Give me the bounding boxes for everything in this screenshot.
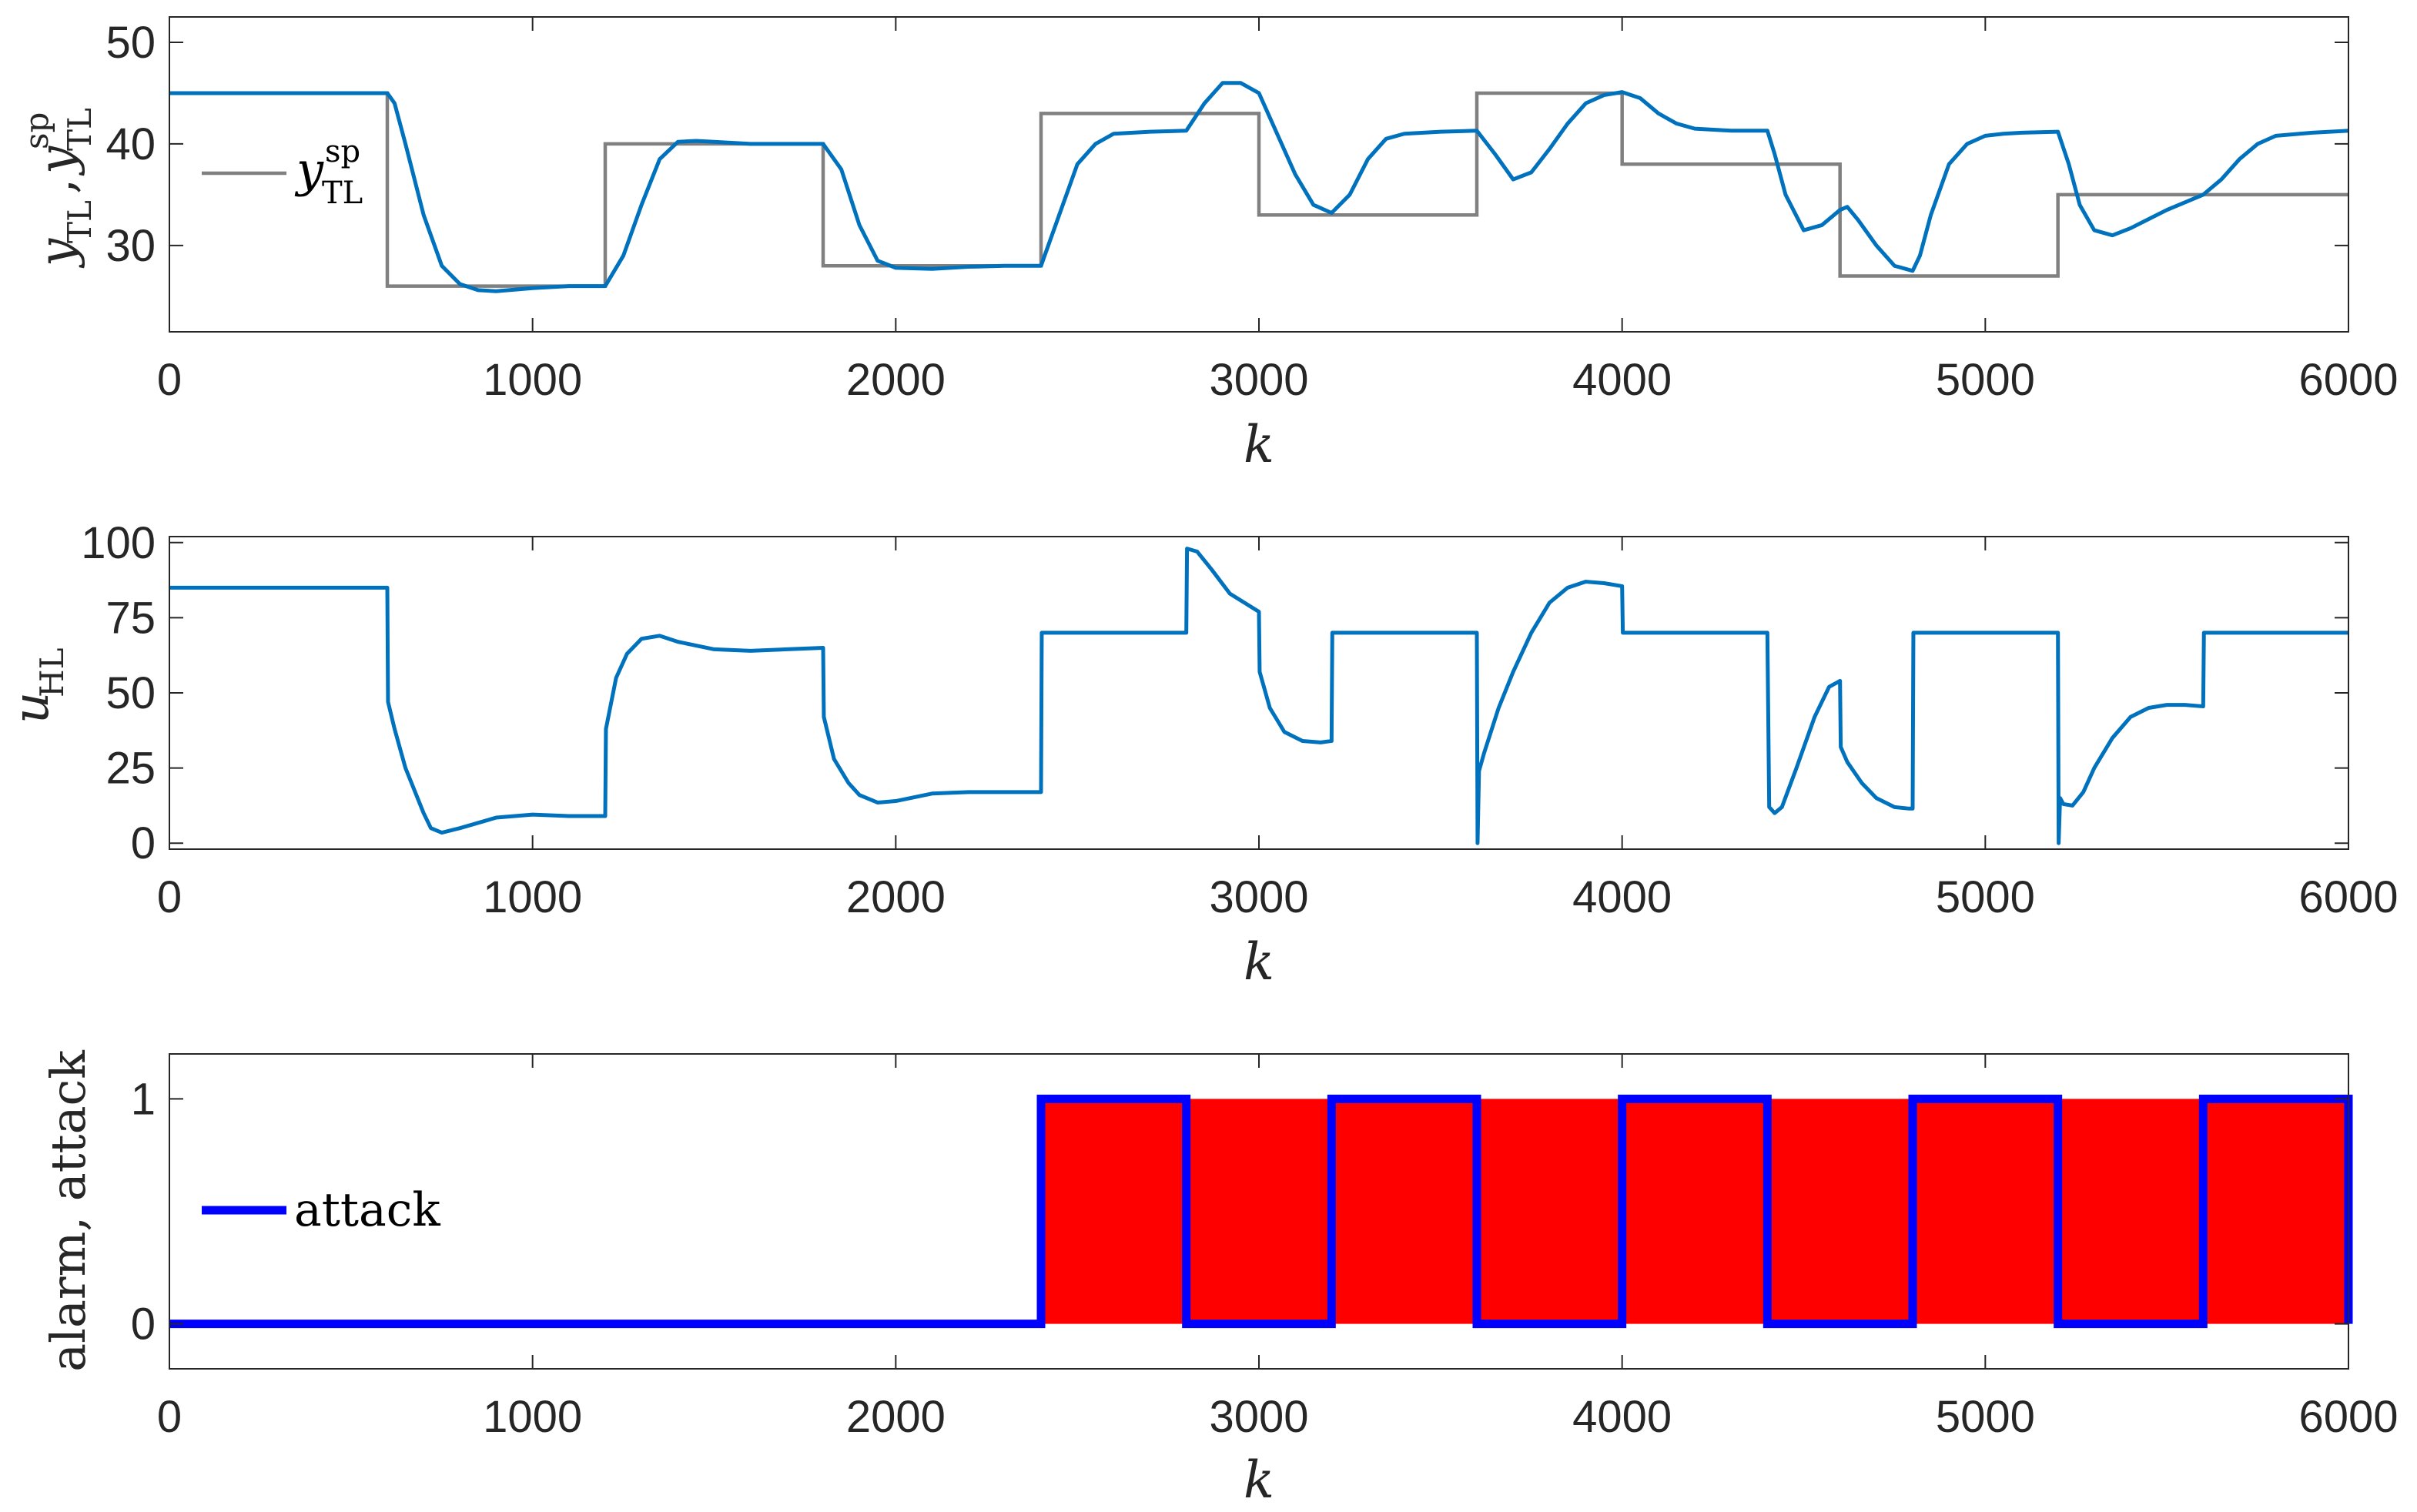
middle-xtick-label: 3000: [1209, 872, 1308, 922]
top-xtick-label: 4000: [1572, 355, 1672, 405]
series-output-line: [169, 81, 2348, 293]
middle-xtick-label: 4000: [1572, 872, 1672, 922]
bottom-xtick-label: 5000: [1936, 1392, 2035, 1442]
panel-middle: 0 1000 2000 3000 4000 5000 6000 0 25 50 75 100 k uHL: [3, 518, 2399, 992]
series-setpoint-line: [169, 91, 2348, 288]
bottom-xtick-label: 0: [157, 1392, 182, 1442]
top-ylabel-comma: ,: [29, 179, 86, 194]
middle-ytick-label: 50: [105, 668, 156, 718]
top-ylabel-sub1: TL: [61, 200, 99, 243]
top-xtick-label: 6000: [2298, 355, 2398, 405]
top-plot-area: [169, 81, 2348, 293]
bottom-ylabel: alarm, attack: [40, 1050, 96, 1372]
top-ylabel-y1: y: [29, 238, 86, 269]
middle-xlabel: k: [1244, 932, 1274, 992]
middle-ylabel-sub: HL: [33, 647, 71, 697]
top-xlabel: k: [1244, 415, 1274, 474]
legend-setpoint-sup: sp: [325, 134, 360, 169]
middle-xtick-label: 1000: [483, 872, 582, 922]
middle-xtick-label: 5000: [1936, 872, 2035, 922]
top-xtick-label: 1000: [483, 355, 582, 405]
middle-ylabel: uHL: [3, 647, 71, 724]
middle-ytick-label: 25: [105, 744, 156, 794]
series-control-line: [169, 547, 2348, 845]
bottom-ytick-label: 0: [131, 1300, 156, 1350]
top-xtick-label: 5000: [1936, 355, 2035, 405]
top-ylabel-sup2: sp: [18, 112, 55, 149]
bottom-xtick-label: 4000: [1572, 1392, 1672, 1442]
legend-setpoint-sub: TL: [322, 176, 363, 211]
bottom-xlabel: k: [1244, 1450, 1274, 1510]
middle-xtick-label: 6000: [2298, 872, 2398, 922]
series-alarm-area: [169, 1099, 2348, 1324]
top-ytick-label: 50: [105, 18, 156, 68]
top-ylabel-sub2: TL: [61, 108, 99, 151]
middle-ytick-label: 75: [105, 593, 156, 643]
bottom-xtick-label: 2000: [846, 1392, 946, 1442]
middle-xtick-label: 2000: [846, 872, 946, 922]
series-attack-line: [169, 1094, 2353, 1329]
top-ylabel: yTL,ysp TL: [18, 108, 99, 269]
middle-ylabel-u: u: [3, 692, 60, 724]
bottom-xtick-label: 3000: [1209, 1392, 1308, 1442]
top-xtick-label: 3000: [1209, 355, 1308, 405]
top-xtick-label: 2000: [846, 355, 946, 405]
legend-attack-label: attack: [294, 1183, 440, 1237]
middle-xtick-label: 0: [157, 872, 182, 922]
middle-ytick-label: 0: [131, 818, 156, 868]
legend-setpoint-label: y: [294, 142, 324, 198]
top-xtick-label: 0: [157, 355, 182, 405]
middle-plot-area: [169, 547, 2348, 845]
top-ytick-label: 40: [105, 119, 156, 169]
top-ylabel-y2: y: [29, 146, 86, 176]
top-ytick-label: 30: [105, 221, 156, 271]
bottom-xtick-label: 1000: [483, 1392, 582, 1442]
panel-bottom: 0 1000 2000 3000 4000 5000 6000 0 1 k attack alarm,…: [40, 1050, 2399, 1510]
middle-ytick-label: 100: [81, 518, 156, 568]
bottom-xtick-label: 6000: [2298, 1392, 2398, 1442]
bottom-ytick-label: 1: [131, 1074, 156, 1124]
